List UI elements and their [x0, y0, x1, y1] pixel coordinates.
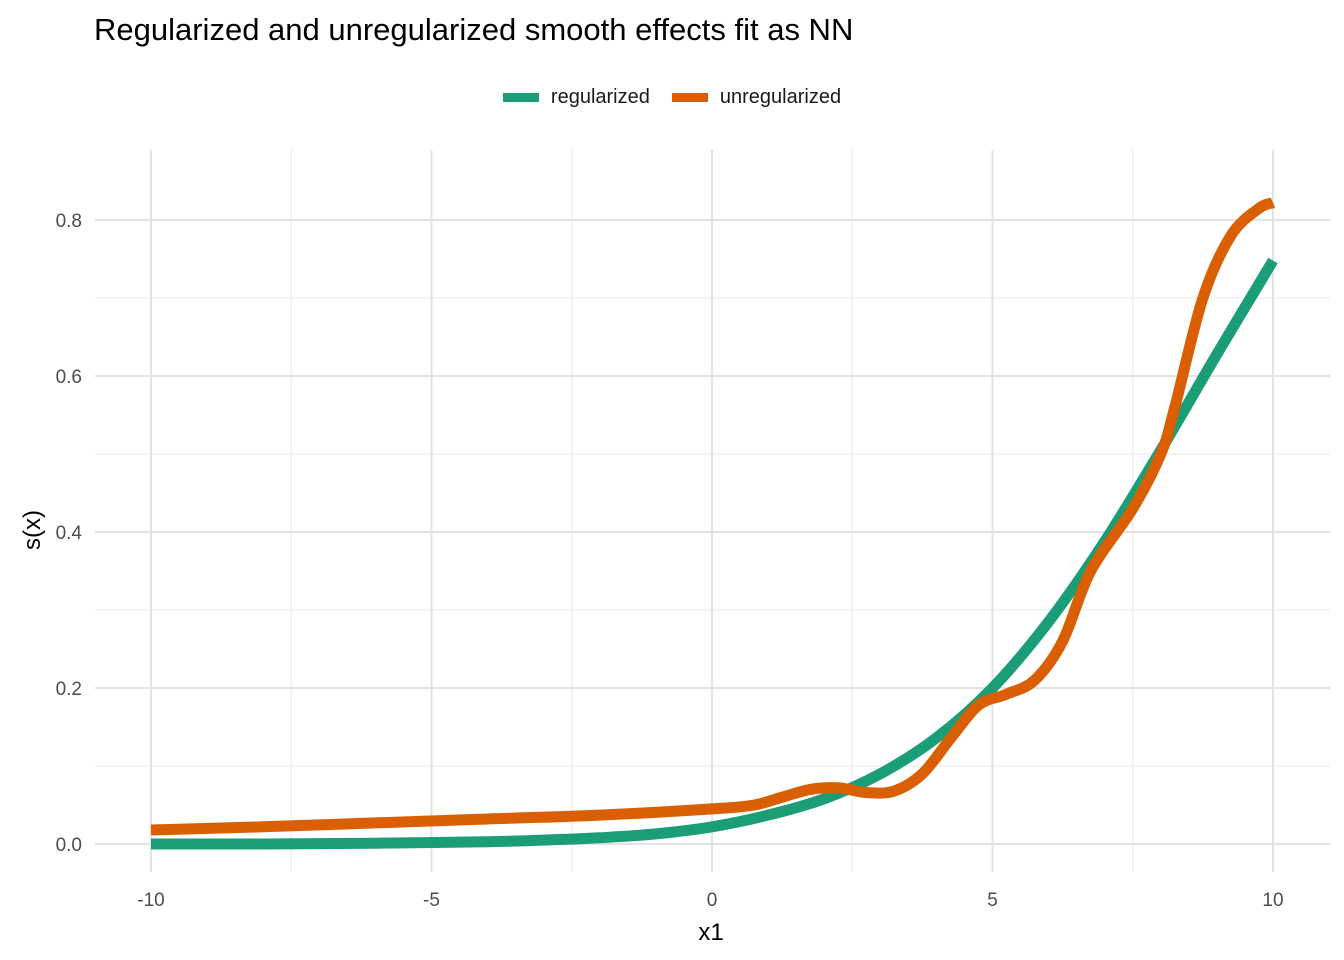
x-axis-title: x1 — [698, 919, 723, 946]
grid-major — [95, 150, 1330, 872]
y-axis-title: s(x) — [19, 510, 46, 550]
x-axis-ticks: -10 -5 0 5 10 — [137, 890, 1283, 911]
y-axis-ticks: 0.0 0.2 0.4 0.6 0.8 — [56, 211, 83, 856]
y-tick-label: 0.4 — [56, 523, 83, 544]
x-tick-label: 5 — [987, 890, 998, 911]
x-tick-label: 0 — [707, 890, 718, 911]
x-tick-label: -5 — [423, 890, 440, 911]
x-tick-label: -10 — [137, 890, 164, 911]
y-tick-label: 0.8 — [56, 211, 82, 232]
y-tick-label: 0.6 — [56, 367, 82, 388]
x-tick-label: 10 — [1262, 890, 1283, 911]
y-tick-label: 0.2 — [56, 679, 82, 700]
y-tick-label: 0.0 — [56, 835, 82, 856]
